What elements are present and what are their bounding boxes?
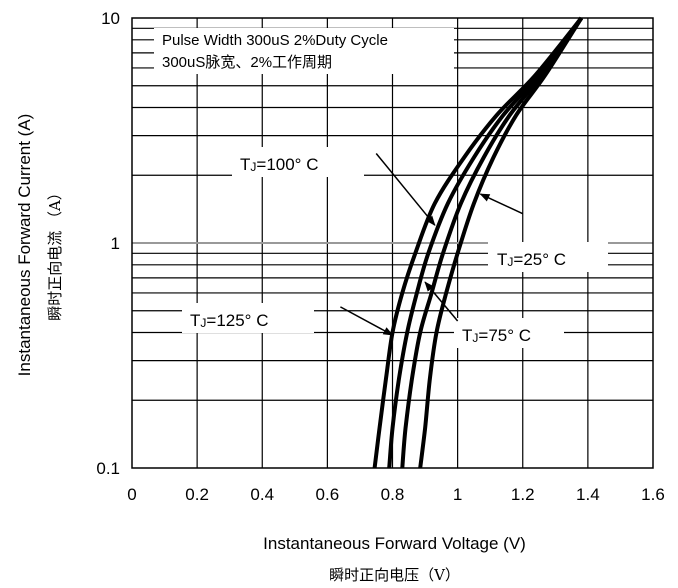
plot-frame	[131, 17, 654, 469]
x-tick-label: 0.6	[316, 485, 340, 504]
annotation-box	[182, 303, 314, 333]
note-box	[154, 28, 454, 74]
series-line-0	[372, 16, 583, 469]
x-axis-label-cn: 瞬时正向电压（V）	[329, 566, 460, 584]
annotation-arrow	[424, 281, 459, 322]
series-line-1	[387, 16, 583, 469]
x-tick-label: 1.4	[576, 485, 600, 504]
annotation-label: TJ=25° C	[497, 250, 566, 269]
x-tick-label: 0.4	[250, 485, 274, 504]
y-tick-label: 0.1	[96, 459, 120, 478]
curves	[372, 16, 584, 469]
x-tick-label: 0.8	[381, 485, 405, 504]
note-line-1: Pulse Width 300uS 2%Duty Cycle	[162, 32, 388, 49]
y-tick-labels: 0.1 1 10	[96, 9, 120, 478]
x-tick-label: 1.2	[511, 485, 535, 504]
annotation-arrow	[479, 193, 524, 215]
y-tick-label: 1	[111, 234, 120, 253]
x-tick-label: 1.6	[641, 485, 665, 504]
annotation-box	[454, 318, 564, 348]
x-tick-label: 0	[127, 485, 136, 504]
series-line-2	[400, 16, 584, 469]
x-tick-labels: 0 0.2 0.4 0.6 0.8 1 1.2 1.4 1.6	[127, 485, 665, 504]
annotation-label: TJ=75° C	[462, 326, 531, 345]
y-axis-label: Instantaneous Forward Current (A)	[15, 114, 34, 377]
x-axis-label: Instantaneous Forward Voltage (V)	[263, 534, 526, 553]
x-tick-label: 0.2	[185, 485, 209, 504]
y-tick-label: 10	[101, 9, 120, 28]
annotation-arrow	[375, 152, 436, 226]
annotations: TJ=100° C TJ=25° C TJ=125° C TJ=75° C	[182, 147, 608, 348]
y-axis-label-cn: 瞬时正向电流 （A）	[46, 185, 64, 321]
note-line-2: 300uS脉宽、2%工作周期	[162, 54, 332, 71]
series-line-3	[418, 16, 584, 469]
annotation-box	[488, 242, 608, 272]
x-tick-label: 1	[453, 485, 462, 504]
annotation-label: TJ=100° C	[240, 155, 318, 174]
annotation-box	[232, 147, 364, 177]
annotation-arrow	[340, 306, 394, 336]
annotation-label: TJ=125° C	[190, 311, 268, 330]
